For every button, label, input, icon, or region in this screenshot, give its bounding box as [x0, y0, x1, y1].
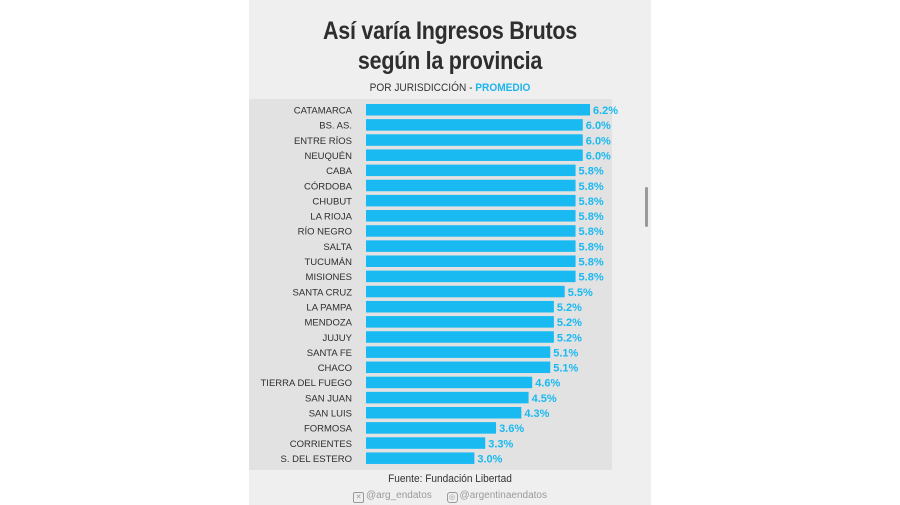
- category-label: S. DEL ESTERO: [281, 454, 352, 465]
- value-label: 5.5%: [568, 287, 593, 299]
- category-label: TIERRA DEL FUEGO: [261, 378, 353, 389]
- x-logo-icon: ✕: [353, 492, 364, 503]
- bar: [366, 134, 583, 146]
- category-label: SAN JUAN: [305, 393, 352, 404]
- subtitle-prefix: POR JURISDICCIÓN -: [369, 82, 476, 94]
- bar: [366, 119, 583, 131]
- category-label: ENTRE RÍOS: [294, 136, 352, 147]
- x-handle[interactable]: ✕ @arg_endatos: [353, 490, 432, 503]
- bar: [366, 376, 533, 389]
- category-label: TUCUMÁN: [305, 257, 353, 268]
- category-label: CATAMARCA: [294, 106, 353, 117]
- bar: [366, 210, 576, 222]
- x-handle-text: @arg_endatos: [366, 490, 432, 501]
- bar: [366, 437, 486, 449]
- value-label: 5.8%: [579, 196, 604, 208]
- category-label: SANTA CRUZ: [293, 287, 353, 298]
- value-label: 3.3%: [488, 438, 513, 450]
- category-label: CHACO: [318, 363, 352, 374]
- bar: [366, 422, 497, 434]
- instagram-logo-icon: ◎: [446, 492, 458, 503]
- value-label: 5.1%: [553, 347, 578, 359]
- value-label: 4.6%: [535, 378, 560, 390]
- bar: [366, 225, 576, 237]
- value-label: 5.8%: [579, 272, 604, 284]
- bar: [366, 149, 583, 161]
- value-label: 5.2%: [557, 317, 582, 329]
- value-label: 4.3%: [524, 408, 549, 420]
- bar-chart: CATAMARCA 6.2% BS. AS. 6.0% ENTRE RÍOS 6.0% NE…: [261, 104, 618, 465]
- category-label: CHUBUT: [312, 196, 352, 207]
- instagram-handle-text: @argentinaendatos: [459, 490, 547, 501]
- category-label: MISIONES: [306, 272, 352, 283]
- category-label: JUJUY: [322, 333, 352, 344]
- social-handles: ✕ @arg_endatos ◎ @argentinaendatos: [249, 490, 651, 503]
- bar: [366, 179, 576, 192]
- category-label: SANTA FE: [307, 348, 352, 359]
- value-label: 5.1%: [553, 363, 578, 375]
- source-note: Fuente: Fundación Libertad: [388, 473, 512, 485]
- bar: [366, 391, 529, 404]
- scrollbar-thumb[interactable]: [645, 187, 648, 227]
- value-label: 6.0%: [586, 135, 611, 147]
- category-label: BS. AS.: [319, 121, 352, 132]
- value-label: 5.2%: [557, 332, 582, 344]
- instagram-handle[interactable]: ◎ @argentinaendatos: [446, 490, 547, 503]
- bar: [366, 331, 554, 343]
- bar: [366, 361, 551, 374]
- chart-subtitle: POR JURISDICCIÓN - PROMEDIO: [265, 82, 635, 94]
- category-label: LA PAMPA: [306, 302, 352, 313]
- category-label: CORRIENTES: [290, 439, 352, 450]
- category-label: RÍO NEGRO: [298, 227, 352, 238]
- value-label: 5.8%: [579, 241, 604, 253]
- value-label: 6.0%: [586, 120, 611, 132]
- category-label: CABA: [326, 166, 353, 177]
- value-label: 5.8%: [579, 226, 604, 238]
- bar: [366, 194, 576, 207]
- category-label: LA RIOJA: [310, 212, 352, 223]
- bar: [366, 452, 475, 464]
- value-label: 5.8%: [579, 257, 604, 269]
- infographic-card: Así varía Ingresos Brutos según la provi…: [249, 0, 651, 505]
- bar: [366, 300, 554, 313]
- bar: [366, 316, 554, 328]
- category-label: CÓRDOBA: [304, 181, 353, 192]
- value-label: 6.2%: [593, 105, 618, 117]
- bar: [366, 407, 522, 419]
- subtitle-accent: PROMEDIO: [475, 82, 531, 94]
- chart-title-line1: Así varía Ingresos Brutos: [322, 17, 578, 45]
- value-label: 6.0%: [586, 150, 611, 162]
- bar: [366, 270, 576, 283]
- category-label: SAN LUIS: [309, 409, 352, 420]
- value-label: 5.2%: [557, 302, 582, 314]
- category-label: SALTA: [323, 242, 352, 253]
- bar: [366, 346, 551, 358]
- value-label: 3.6%: [499, 423, 524, 435]
- bar: [366, 285, 565, 298]
- category-label: NEUQUÉN: [304, 151, 352, 162]
- value-label: 4.5%: [532, 393, 557, 405]
- bar: [366, 104, 590, 116]
- bar: [366, 240, 576, 252]
- category-label: FORMOSA: [304, 424, 353, 435]
- bar: [366, 255, 576, 267]
- value-label: 5.8%: [579, 211, 604, 223]
- bar: [366, 164, 576, 177]
- category-label: MENDOZA: [305, 318, 353, 329]
- value-label: 5.8%: [579, 166, 604, 178]
- chart-title-line2: según la provincia: [357, 47, 543, 75]
- value-label: 3.0%: [477, 453, 502, 465]
- value-label: 5.8%: [579, 181, 604, 193]
